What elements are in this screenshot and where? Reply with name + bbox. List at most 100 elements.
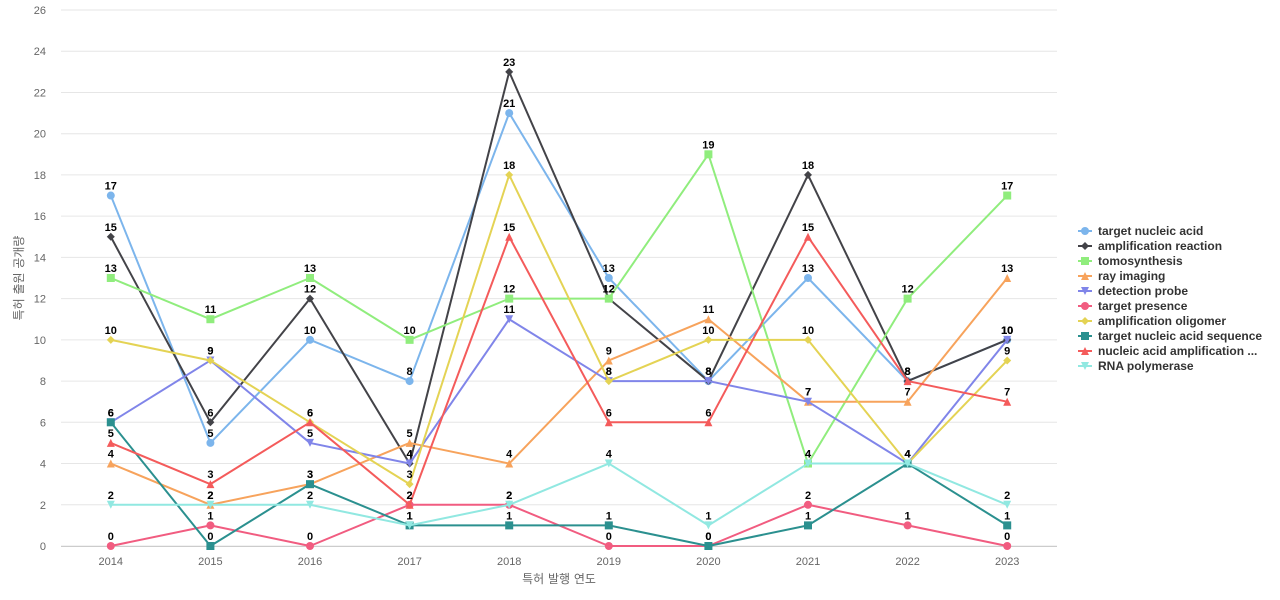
data-point [206, 315, 215, 324]
legend-item[interactable]: detection probe [1078, 284, 1188, 298]
data-point [1003, 191, 1012, 200]
data-label: 10 [702, 325, 714, 337]
data-label: 0 [1004, 531, 1010, 543]
data-point [604, 274, 613, 282]
data-point [804, 232, 812, 241]
y-tick-label: 24 [34, 46, 46, 58]
series-2 [106, 150, 1012, 468]
data-label: 6 [207, 407, 213, 419]
legend-label: nucleic acid amplification ... [1098, 344, 1257, 358]
data-label: 0 [108, 531, 114, 543]
data-label: 5 [407, 428, 413, 440]
data-label: 13 [304, 263, 316, 275]
data-label: 4 [905, 449, 912, 461]
data-label: 12 [603, 284, 615, 296]
data-point [505, 170, 514, 179]
data-label: 18 [802, 160, 814, 172]
x-axis: 2014 2015 2016 2017 2018 2019 2020 2021 2022 2023 [61, 546, 1057, 568]
data-point [804, 397, 812, 406]
series-line [110, 173, 1008, 486]
data-labels: 1751082113813810156124231281881013111310… [105, 57, 1014, 543]
data-point [206, 521, 215, 530]
data-label: 8 [905, 366, 911, 378]
data-label: 12 [603, 284, 615, 296]
series-1 [106, 67, 1012, 468]
data-point [306, 438, 314, 447]
data-label: 11 [703, 304, 715, 316]
legend-item[interactable]: target nucleic acid sequence [1078, 329, 1262, 343]
legend-item[interactable]: RNA polymerase [1078, 359, 1194, 373]
data-label: 1 [905, 510, 911, 522]
legend-item[interactable]: tomosynthesis [1078, 254, 1183, 268]
data-label: 4 [905, 449, 912, 461]
data-point [604, 459, 613, 468]
data-label: 7 [805, 387, 811, 399]
data-point [604, 521, 613, 530]
x-tick-label: 2019 [597, 556, 621, 568]
data-point [1003, 397, 1012, 406]
data-point [505, 500, 514, 509]
data-label: 2 [506, 490, 512, 502]
data-label: 11 [503, 304, 515, 316]
legend-label: target nucleic acid sequence [1098, 329, 1262, 343]
x-tick-label: 2023 [995, 556, 1019, 568]
data-label: 8 [705, 366, 711, 378]
legend-item[interactable]: nucleic acid amplification ... [1078, 344, 1257, 358]
data-label: 3 [407, 469, 413, 481]
data-point [206, 500, 215, 509]
data-label: 0 [307, 531, 313, 543]
data-label: 10 [105, 325, 117, 337]
data-label: 9 [1004, 345, 1010, 357]
data-point [804, 335, 812, 344]
x-tick-label: 2022 [895, 556, 919, 568]
legend-item[interactable]: target presence [1078, 299, 1188, 313]
x-tick-label: 2015 [198, 556, 222, 568]
data-label: 5 [207, 428, 213, 440]
data-point [106, 274, 115, 282]
data-label: 4 [905, 449, 912, 461]
data-point [306, 480, 314, 489]
legend-item[interactable]: ray imaging [1078, 269, 1165, 283]
data-label: 4 [606, 449, 613, 461]
series-line [110, 462, 1008, 527]
data-label: 17 [105, 181, 117, 193]
data-label: 23 [503, 57, 515, 69]
data-label: 10 [304, 325, 316, 337]
data-label: 2 [207, 490, 213, 502]
data-label: 6 [307, 407, 313, 419]
data-point [306, 294, 314, 303]
data-label: 13 [105, 263, 117, 275]
legend-marker [1081, 332, 1089, 340]
data-label: 7 [1004, 387, 1010, 399]
data-point [106, 459, 115, 468]
y-tick-label: 16 [34, 211, 46, 223]
data-point [903, 294, 912, 303]
legend-label: target nucleic acid [1098, 224, 1203, 238]
data-point [206, 480, 215, 489]
legend-label: amplification reaction [1098, 239, 1222, 253]
x-tick-label: 2014 [99, 556, 123, 568]
data-label: 2 [307, 490, 313, 502]
data-point [704, 315, 713, 324]
data-label: 13 [802, 263, 814, 275]
data-point [405, 438, 414, 447]
data-point [704, 542, 713, 550]
legend-label: amplification oligomer [1098, 314, 1226, 328]
data-point [106, 438, 115, 447]
data-label: 0 [705, 531, 711, 543]
legend-item[interactable]: amplification oligomer [1078, 314, 1226, 328]
data-label: 4 [407, 449, 414, 461]
data-point [505, 459, 514, 468]
data-point [505, 294, 514, 303]
legend-item[interactable]: target nucleic acid [1078, 224, 1203, 238]
data-point [704, 521, 713, 530]
legend-marker [1081, 317, 1089, 325]
data-label: 12 [503, 284, 515, 296]
legend-item[interactable]: amplification reaction [1078, 239, 1222, 253]
data-label: 4 [905, 449, 912, 461]
data-point [106, 335, 115, 344]
data-point [405, 335, 414, 344]
data-point [505, 521, 514, 530]
